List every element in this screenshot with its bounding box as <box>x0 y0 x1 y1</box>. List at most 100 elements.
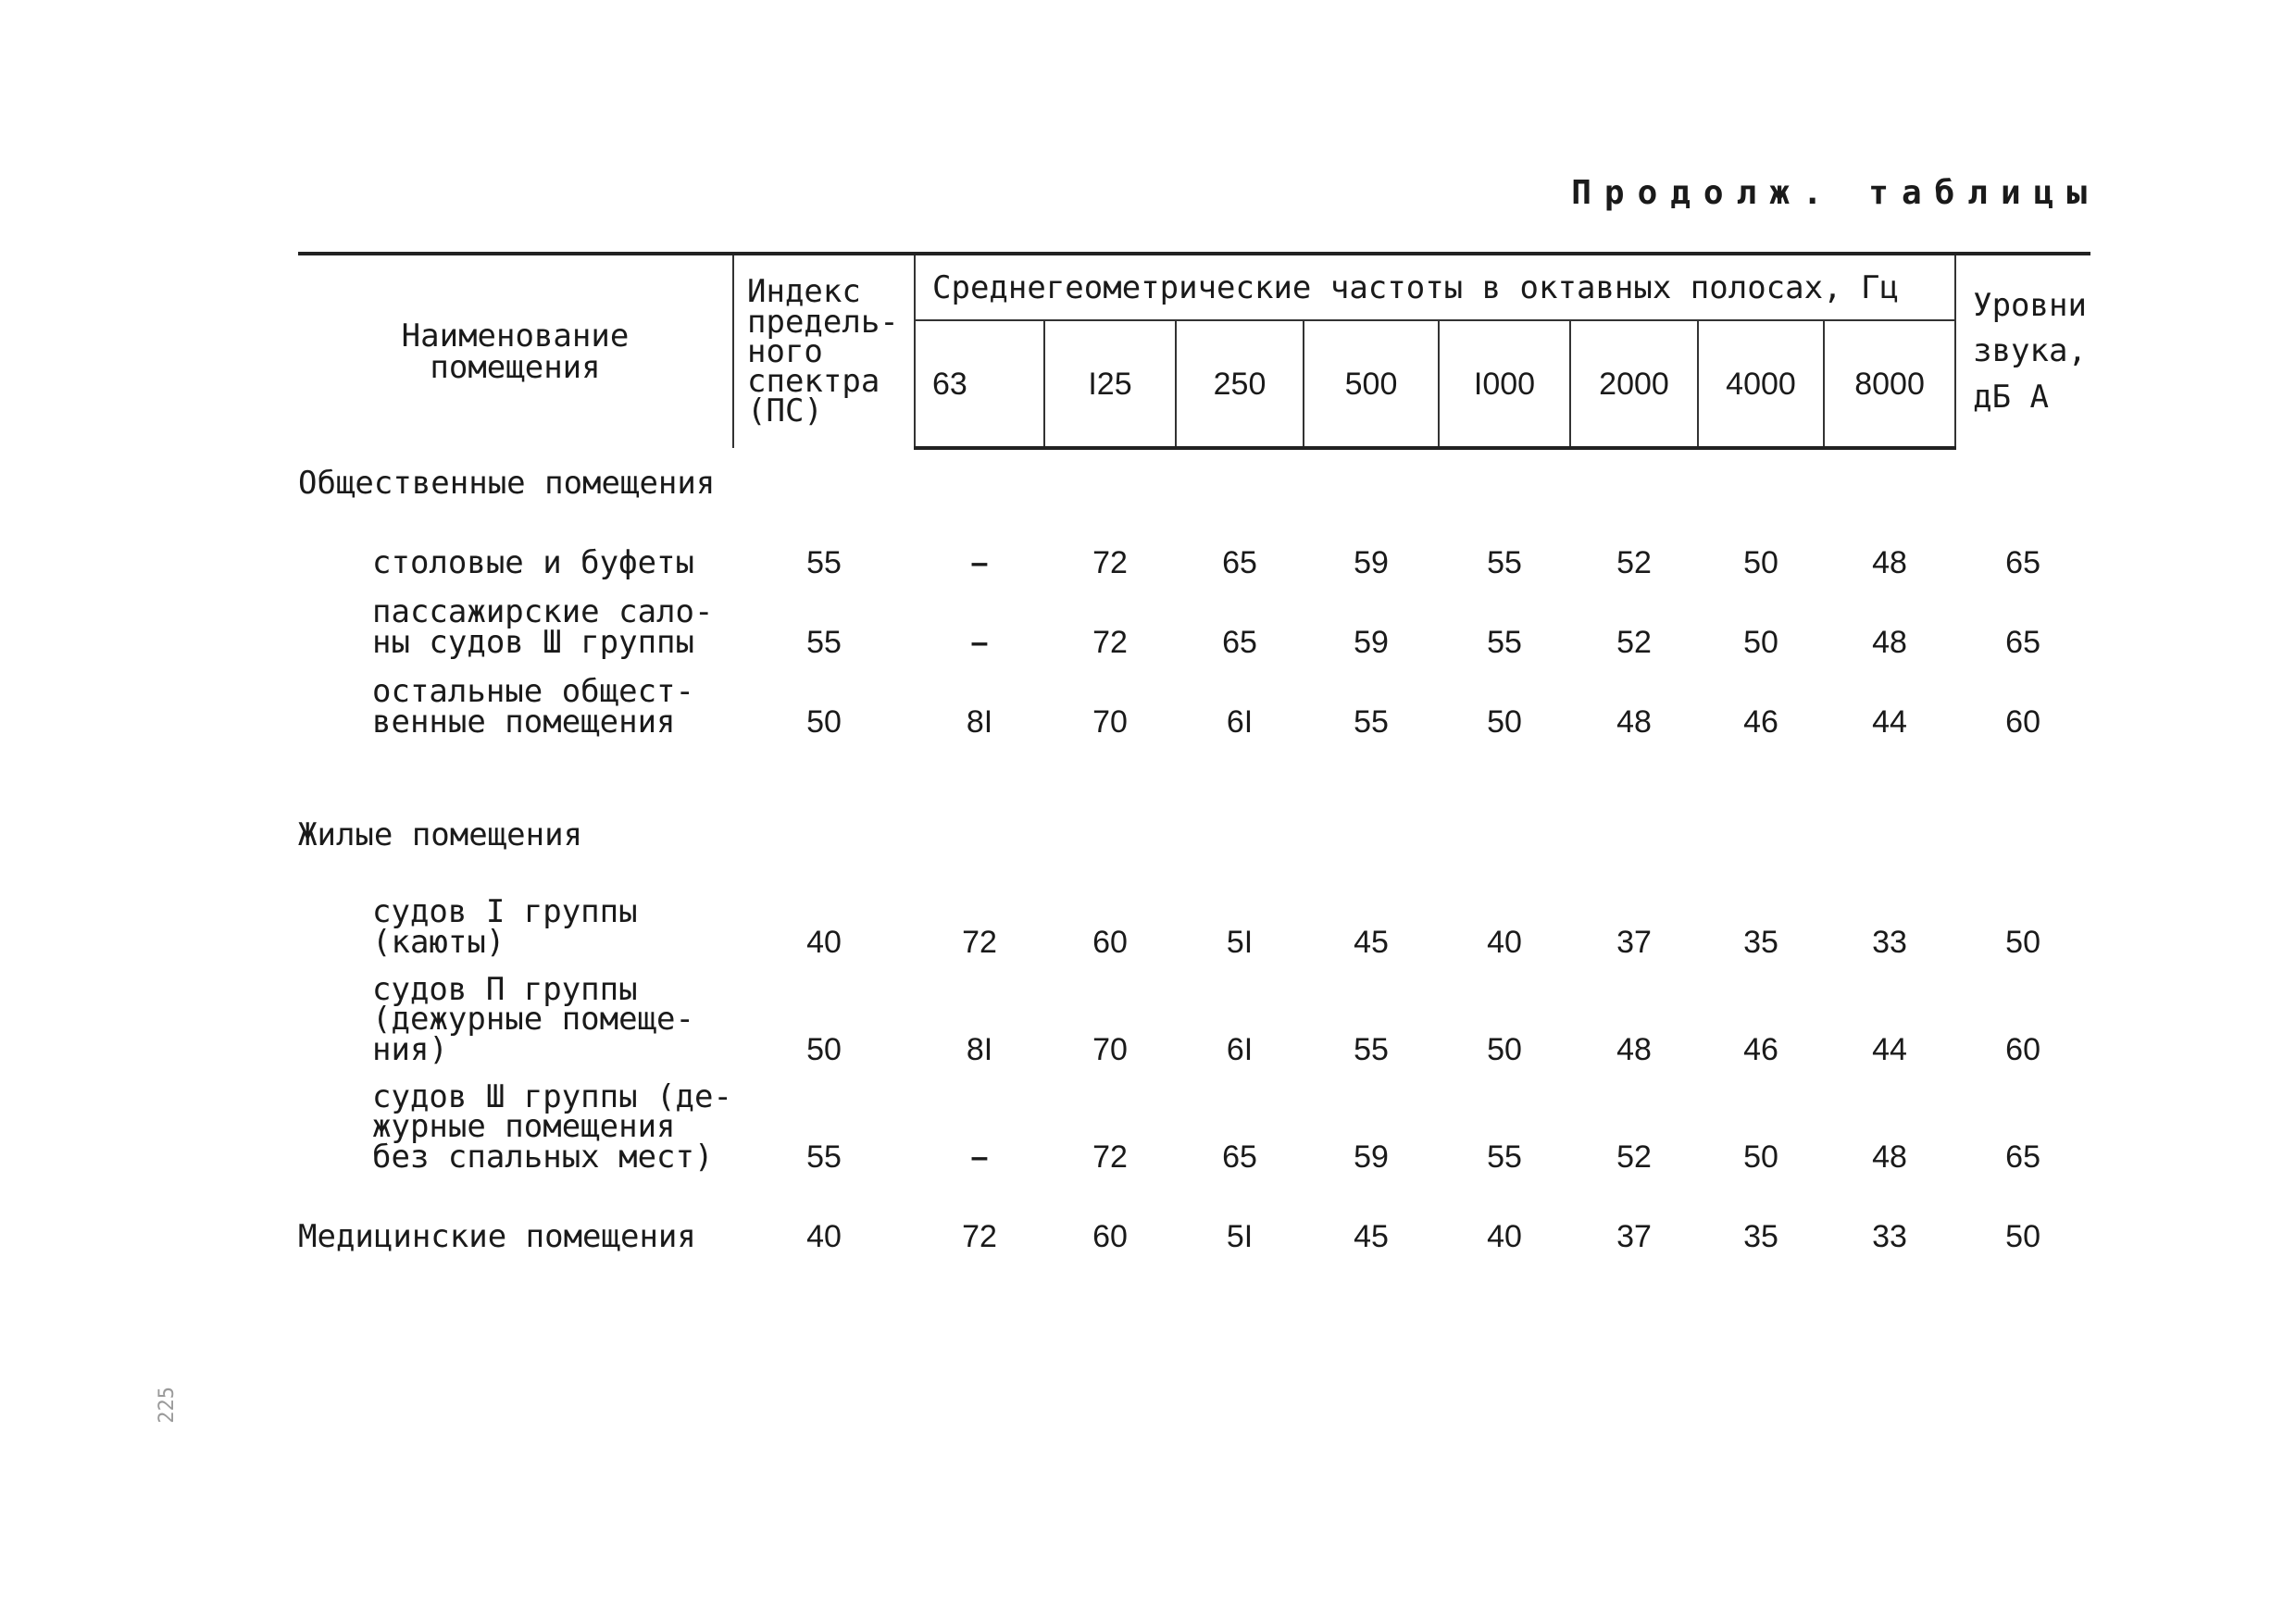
value-500: 59 <box>1354 1139 1389 1175</box>
value-1000: 55 <box>1487 544 1522 580</box>
value-1000: 50 <box>1487 703 1522 740</box>
room-name: судов П группы (дежурные помеще- ния) <box>372 971 694 1068</box>
room-name: судов Ш группы (де- журные помещения без… <box>372 1078 732 1176</box>
table-row: судов П группы (дежурные помеще- ния) 50… <box>298 961 2090 1068</box>
value-250: 5I <box>1226 924 1254 960</box>
value-250: 5I <box>1226 1218 1254 1254</box>
value-2000: 52 <box>1616 1139 1652 1175</box>
table-row: судов I группы (каюты) 40 72 60 5I 45 40… <box>298 853 2090 961</box>
value-2000: 48 <box>1616 1031 1652 1067</box>
value-125: 72 <box>1092 624 1128 660</box>
value-63: – <box>970 1139 989 1175</box>
value-125: 70 <box>1092 1031 1128 1067</box>
value-4000: 35 <box>1743 924 1778 960</box>
value-63: 8I <box>966 703 993 740</box>
value-8000: 33 <box>1872 924 1907 960</box>
value-500: 59 <box>1354 544 1389 580</box>
value-2000: 37 <box>1616 1218 1652 1254</box>
continuation-note: Продолж. таблицы <box>1571 174 2100 212</box>
room-name: столовые и буфеты <box>372 543 694 581</box>
header-frequency-250: 250 <box>1176 320 1304 450</box>
table-row: остальные общест- венные помещения 50 8I… <box>298 661 2090 741</box>
noise-norms-table-wrapper: Наименование помещения Индекс предель- н… <box>298 251 2091 1255</box>
value-250: 65 <box>1222 544 1257 580</box>
sound-level-value: 60 <box>2005 1031 2040 1067</box>
value-4000: 50 <box>1743 544 1778 580</box>
value-1000: 55 <box>1487 1139 1522 1175</box>
value-1000: 55 <box>1487 624 1522 660</box>
header-frequency-125: I25 <box>1044 320 1177 450</box>
section-title: Общественные помещения <box>298 464 716 502</box>
value-8000: 44 <box>1872 703 1907 740</box>
spectrum-index-value: 55 <box>806 624 842 660</box>
section-title: Жилые помещения <box>298 815 583 853</box>
value-63: – <box>970 624 989 660</box>
value-125: 60 <box>1092 1218 1128 1254</box>
room-name: пассажирские сало- ны судов Ш группы <box>372 593 714 661</box>
value-4000: 35 <box>1743 1218 1778 1254</box>
table-row: Медицинские помещения 40 72 60 5I 45 40 … <box>298 1176 2090 1255</box>
sound-level-value: 65 <box>2005 544 2040 580</box>
value-8000: 48 <box>1872 624 1907 660</box>
spectrum-index-value: 50 <box>806 703 842 740</box>
value-63: 72 <box>962 924 997 960</box>
spectrum-index-value: 40 <box>806 924 842 960</box>
value-500: 45 <box>1354 924 1389 960</box>
spectrum-index-value: 55 <box>806 544 842 580</box>
header-frequency-4000: 4000 <box>1698 320 1825 450</box>
room-name: судов I группы (каюты) <box>372 893 638 961</box>
sound-level-value: 50 <box>2005 1218 2040 1254</box>
spectrum-index-value: 40 <box>806 1218 842 1254</box>
table-row: пассажирские сало- ны судов Ш группы 55 … <box>298 581 2090 661</box>
value-125: 70 <box>1092 703 1128 740</box>
value-4000: 50 <box>1743 624 1778 660</box>
header-frequency-2000: 2000 <box>1570 320 1699 450</box>
value-2000: 48 <box>1616 703 1652 740</box>
value-250: 6I <box>1226 1031 1254 1067</box>
value-250: 65 <box>1222 1139 1257 1175</box>
spectrum-index-value: 55 <box>806 1139 842 1175</box>
spectrum-index-value: 50 <box>806 1031 842 1067</box>
value-4000: 46 <box>1743 1031 1778 1067</box>
header-frequency-8000: 8000 <box>1824 320 1957 450</box>
value-4000: 46 <box>1743 703 1778 740</box>
value-2000: 52 <box>1616 544 1652 580</box>
value-8000: 48 <box>1872 544 1907 580</box>
sound-level-value: 65 <box>2005 624 2040 660</box>
sound-level-value: 60 <box>2005 703 2040 740</box>
value-63: 72 <box>962 1218 997 1254</box>
value-250: 65 <box>1222 624 1257 660</box>
value-1000: 40 <box>1487 924 1522 960</box>
value-2000: 37 <box>1616 924 1652 960</box>
value-500: 45 <box>1354 1218 1389 1254</box>
header-room-name: Наименование помещения <box>298 252 734 448</box>
section-row-residential: Жилые помещения <box>298 741 2090 853</box>
value-63: 8I <box>966 1031 993 1067</box>
value-125: 72 <box>1092 544 1128 580</box>
value-1000: 50 <box>1487 1031 1522 1067</box>
sound-level-value: 50 <box>2005 924 2040 960</box>
header-frequencies-title: Среднегеометрические частоты в октавных … <box>915 251 1957 322</box>
table-row: столовые и буфеты 55 – 72 65 59 55 52 50… <box>298 502 2090 581</box>
value-1000: 40 <box>1487 1218 1522 1254</box>
header-frequency-500: 500 <box>1304 320 1440 450</box>
header-spectrum-index: Индекс предель- ного спектра (ПС) <box>733 252 916 448</box>
noise-norms-table: Наименование помещения Индекс предель- н… <box>298 251 2091 1255</box>
value-125: 60 <box>1092 924 1128 960</box>
value-250: 6I <box>1226 703 1254 740</box>
value-8000: 33 <box>1872 1218 1907 1254</box>
value-8000: 44 <box>1872 1031 1907 1067</box>
header-frequency-1000: I000 <box>1439 320 1571 450</box>
table-row: судов Ш группы (де- журные помещения без… <box>298 1068 2090 1176</box>
sound-level-value: 65 <box>2005 1139 2040 1175</box>
value-4000: 50 <box>1743 1139 1778 1175</box>
header-frequency-63: 63 <box>915 320 1045 450</box>
value-8000: 48 <box>1872 1139 1907 1175</box>
value-500: 55 <box>1354 703 1389 740</box>
value-125: 72 <box>1092 1139 1128 1175</box>
header-sound-level: Уровни звука, дБ А <box>1955 252 2091 448</box>
page-number: 225 <box>156 1387 179 1424</box>
value-500: 55 <box>1354 1031 1389 1067</box>
value-500: 59 <box>1354 624 1389 660</box>
value-63: – <box>970 544 989 580</box>
